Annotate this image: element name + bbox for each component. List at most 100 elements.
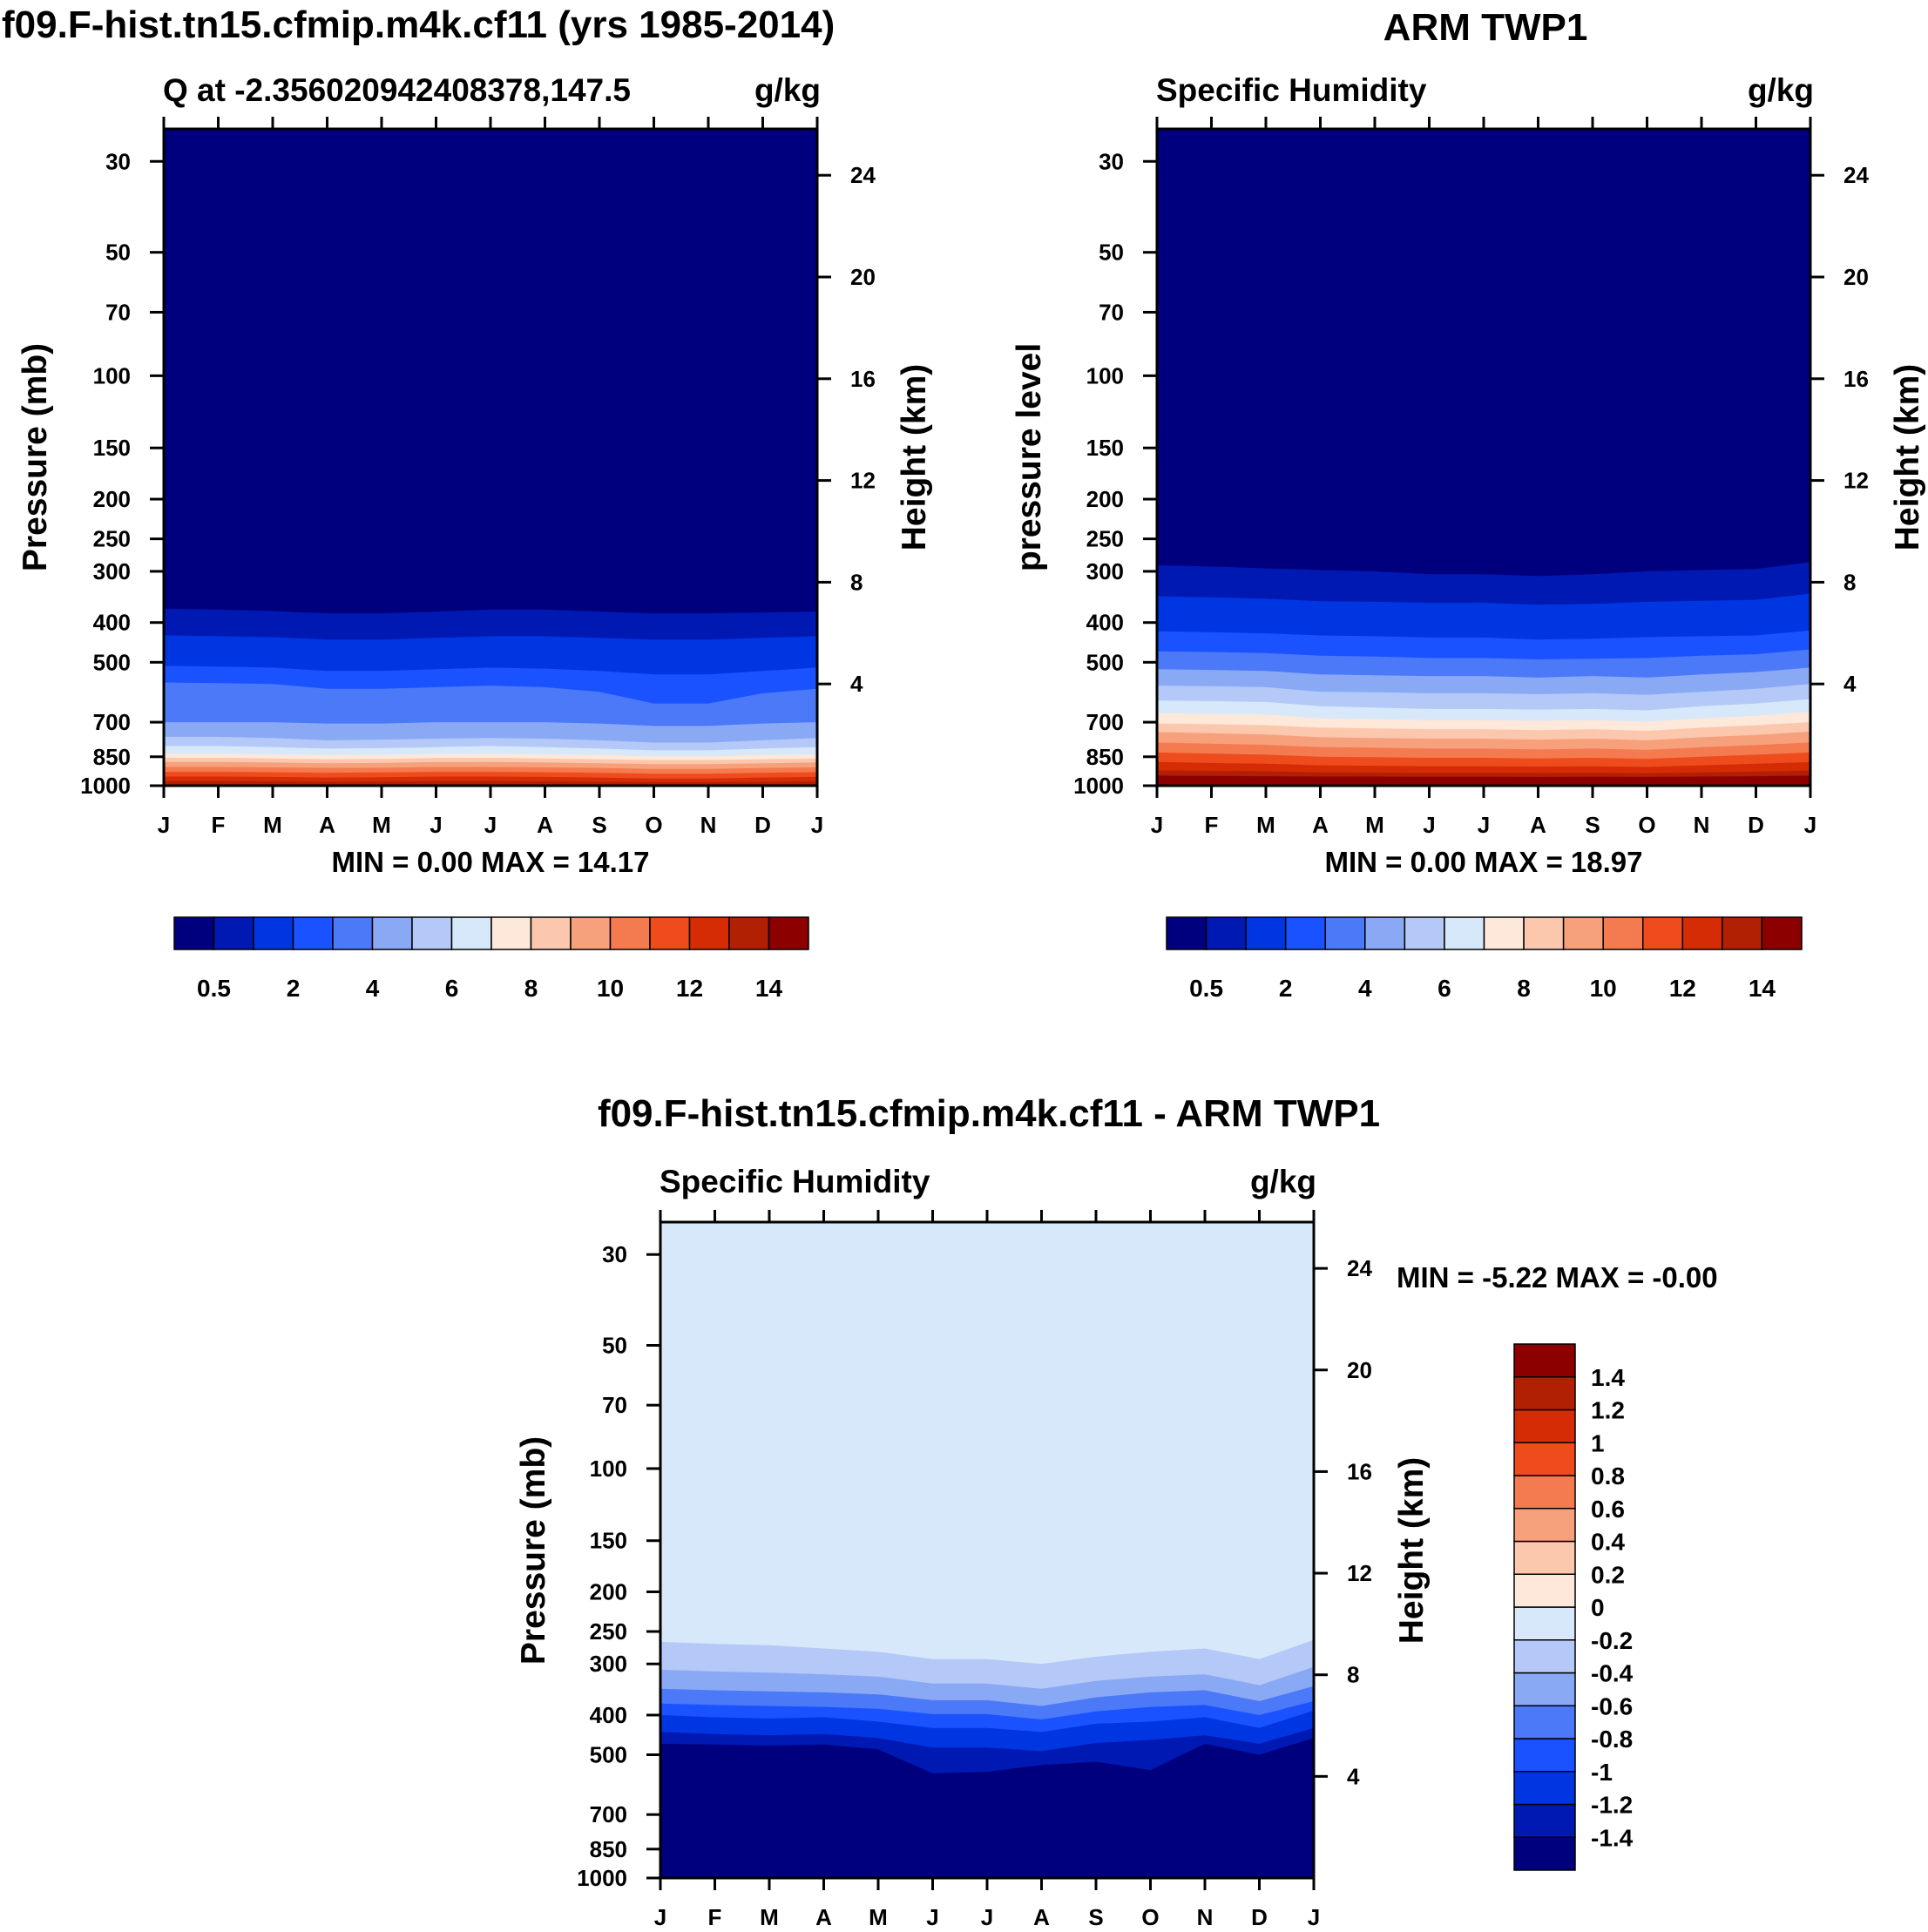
colorbar-label: -0.8 [1591,1726,1633,1753]
colorbar-swatch [450,916,492,950]
y-tick-label: 150 [1086,435,1124,461]
colorbar-swatch [1761,916,1803,950]
obs-ylabel-right: Height (km) [1889,364,1926,551]
colorbar-label: 10 [597,975,624,1002]
y-tick-label: 500 [93,649,131,675]
colorbar-label: 0.5 [197,975,231,1002]
model-title: f09.F-hist.tn15.cfmip.m4k.cf11 (yrs 1985… [2,3,835,46]
x-tick-label: D [754,812,771,838]
colorbar-swatch [1166,916,1208,950]
x-tick-label: J [158,812,170,838]
y-tick-label: 250 [1086,526,1124,552]
colorbar-label: 0.4 [1591,1529,1625,1556]
model-subtitle-right: g/kg [754,72,821,108]
colorbar-swatch [1483,916,1525,950]
y-tick-label: 30 [1099,148,1124,174]
x-tick-label: N [1197,1904,1214,1930]
y-tick-right-label: 8 [1843,569,1856,595]
x-tick-label: J [484,812,497,838]
model-contour-plot: J F M A M J J A S O N D J 30 50 70 100 150 200 250 300 400 500… [80,117,876,838]
obs-contour-plot: J F M A M J J A S O N D J 30 50 70 100 150 200 250 300 400 500… [1073,117,1869,838]
x-tick-label: N [1694,812,1710,838]
y-tick-label: 400 [1086,610,1124,636]
x-tick-label: M [760,1904,779,1930]
y-tick-label: 30 [602,1241,627,1267]
colorbar-swatch [1205,916,1247,950]
colorbar-swatch [490,916,532,950]
x-tick-label: M [372,812,391,838]
colorbar-label: 0.8 [1591,1463,1625,1490]
colorbar-label: 2 [1279,975,1293,1002]
colorbar-swatch [768,916,809,950]
colorbar-label: 0.6 [1591,1496,1625,1523]
colorbar-swatch [1404,916,1445,950]
colorbar-swatch [1513,1771,1576,1806]
y-tick-right-label: 16 [1843,366,1869,392]
colorbar-swatch [1681,916,1723,950]
colorbar-label: -0.6 [1591,1692,1633,1719]
x-tick-label: O [1638,812,1655,838]
y-tick-label: 70 [105,299,131,325]
x-tick-label: O [1141,1904,1159,1930]
y-tick-right-label: 24 [1843,162,1869,188]
x-tick-label: F [212,812,226,838]
y-tick-label: 50 [602,1332,627,1358]
y-tick-right-label: 20 [1347,1357,1372,1383]
y-tick-label: 200 [1086,486,1124,512]
x-tick-label: J [1151,812,1163,838]
x-tick-label: A [537,812,553,838]
panel-model: f09.F-hist.tn15.cfmip.m4k.cf11 (yrs 1985… [2,3,933,1002]
colorbar-swatch [1513,1836,1576,1871]
colorbar-swatch [411,916,453,950]
y-tick-label: 70 [602,1392,627,1418]
contour-band-6 [660,1738,1314,1878]
y-tick-label: 250 [93,526,131,552]
x-tick-label: J [430,812,442,838]
y-tick-label: 200 [93,486,131,512]
colorbar-swatch [213,916,254,950]
y-tick-right-label: 12 [850,468,876,494]
model-minmax: MIN = 0.00 MAX = 14.17 [331,846,649,878]
colorbar-swatch [1722,916,1763,950]
diff-title: f09.F-hist.tn15.cfmip.m4k.cf11 - ARM TWP… [598,1092,1380,1135]
x-tick-label: A [319,812,335,838]
y-tick-label: 1000 [577,1865,627,1891]
colorbar-label: 0.5 [1189,975,1223,1002]
y-tick-label: 850 [93,744,131,770]
model-ylabel-right: Height (km) [896,364,933,551]
y-tick-right-label: 20 [850,264,876,290]
y-tick-label: 150 [93,435,131,461]
colorbar-swatch [332,916,374,950]
diff-contour-plot: J F M A M J J A S O N D J 30 50 70 100 150 200 250 300 400 500… [577,1210,1372,1930]
y-tick-label: 150 [590,1528,627,1554]
x-tick-label: J [1423,812,1435,838]
x-tick-label: A [1530,812,1546,838]
model-subtitle-left: Q at -2.356020942408378,147.5 [163,72,631,108]
x-tick-label: J [654,1904,666,1930]
y-tick-right-label: 16 [850,366,876,392]
panel-obs: ARM TWP1 Specific Humidity g/kg J F M A M J J A… [1011,6,1926,1002]
colorbar-swatch [728,916,770,950]
colorbar-swatch [1513,1705,1576,1739]
diff-ylabel-right: Height (km) [1393,1457,1431,1645]
colorbar-label: 1.2 [1591,1397,1625,1424]
x-tick-label: J [1804,812,1816,838]
x-tick-label: M [869,1904,888,1930]
y-tick-label: 100 [93,362,131,388]
colorbar-label: 1.4 [1591,1364,1625,1391]
x-tick-label: J [981,1904,993,1930]
x-tick-label: S [1088,1904,1103,1930]
y-tick-label: 300 [93,558,131,584]
x-tick-label: M [263,812,282,838]
diff-subtitle-left: Specific Humidity [660,1164,930,1199]
y-tick-right-label: 16 [1347,1458,1372,1484]
colorbar-swatch [371,916,413,950]
x-tick-label: J [1478,812,1490,838]
colorbar-label: 14 [1749,975,1776,1002]
y-tick-label: 500 [1086,649,1124,675]
x-tick-label: D [1251,1904,1268,1930]
colorbar-swatch [1513,1376,1576,1411]
colorbar-label: -1 [1591,1759,1613,1786]
y-tick-label: 400 [590,1702,627,1728]
